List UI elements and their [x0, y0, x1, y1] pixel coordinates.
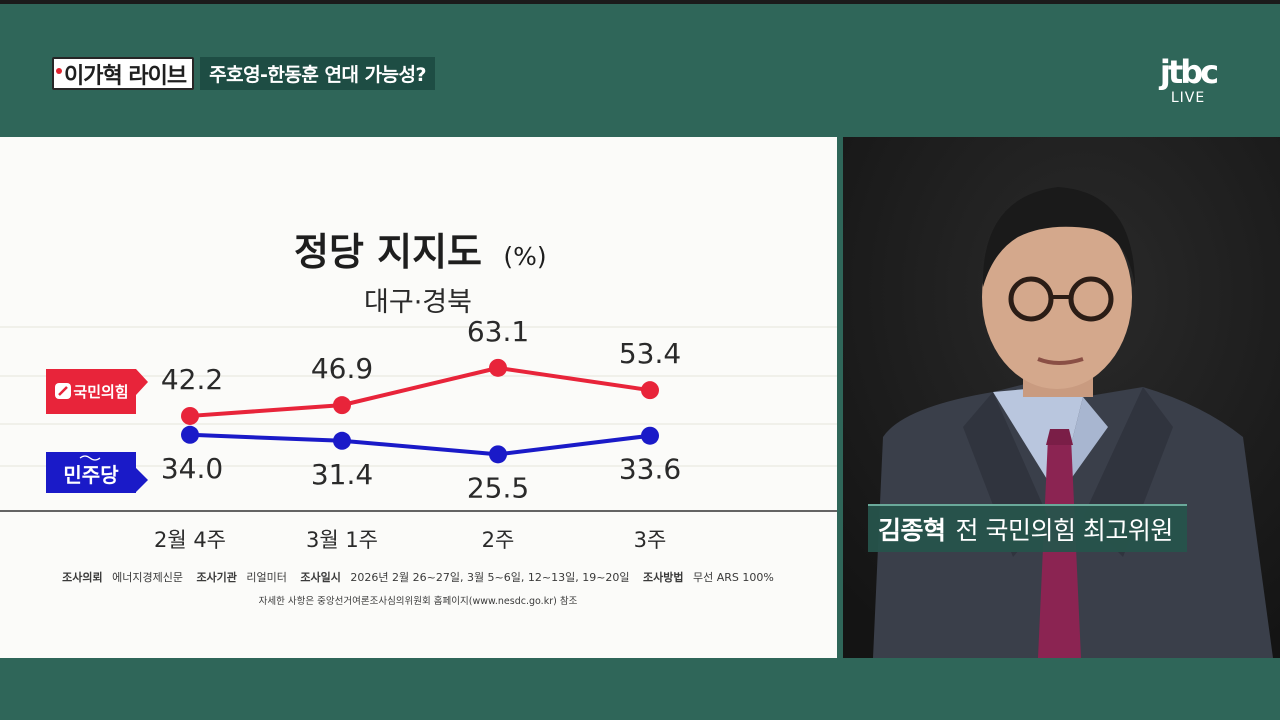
chart-title-unit: (%)	[503, 242, 546, 271]
x-tick-label-1: 3월 1주	[306, 528, 378, 552]
legend-ppp-label: 국민의힘	[73, 383, 128, 401]
topic-label: 주호영-한동훈 연대 가능성?	[200, 57, 436, 90]
top-edge-bar	[0, 0, 1280, 4]
chart-title: 정당 지지도	[294, 230, 482, 274]
program-logo: 이가혁 라이브	[52, 57, 195, 90]
data-point-0-2	[489, 358, 507, 377]
data-label-0-2: 63.1	[467, 315, 529, 348]
series-line-1	[189, 432, 651, 457]
guest-name: 김종혁	[878, 516, 946, 545]
legend-badge-dpk: 민주당	[46, 452, 148, 493]
data-label-1-3: 33.6	[619, 453, 681, 486]
data-point-1-1	[333, 431, 351, 450]
data-point-1-0	[181, 425, 199, 444]
data-point-1-2	[489, 445, 507, 464]
live-dot-icon	[56, 68, 62, 74]
survey-reference-note: 자세한 사항은 중앙선거여론조사심의위원회 홈페이지(www.nesdc.go.…	[259, 595, 578, 607]
data-label-1-2: 25.5	[467, 471, 529, 504]
data-point-0-3	[641, 381, 659, 400]
dpk-logo-icon	[79, 455, 101, 461]
survey-method-value: 무선 ARS 100%	[693, 571, 774, 584]
survey-method-label: 조사방법	[643, 570, 683, 584]
guest-name-caption: 김종혁 전 국민의힘 최고위원	[868, 504, 1187, 552]
data-point-1-3	[641, 426, 659, 445]
data-label-0-3: 53.4	[619, 337, 681, 370]
guest-portrait-image	[843, 137, 1280, 658]
poll-chart: 정당 지지도 (%) 대구·경북 국민의힘 민주당 42.2 46.9 63.1 53…	[0, 230, 837, 607]
legend-badge-ppp: 국민의힘	[46, 369, 148, 414]
data-label-0-0: 42.2	[161, 363, 223, 396]
chart-subtitle: 대구·경북	[364, 287, 472, 318]
chart-data-labels: 42.2 46.9 63.1 53.4 34.0 31.4 25.5 33.6	[161, 315, 681, 504]
survey-requester-label: 조사의뢰	[62, 570, 102, 584]
chart-board: 정당 지지도 (%) 대구·경북 국민의힘 민주당 42.2 46.9 63.1 53…	[0, 137, 837, 658]
guest-title: 전 국민의힘 최고위원	[955, 516, 1174, 545]
data-point-0-1	[333, 396, 351, 415]
jtbc-logo-icon: jtbc	[1159, 53, 1219, 91]
guest-video-panel	[843, 137, 1280, 658]
survey-agency-label: 조사기관	[196, 570, 236, 584]
ppp-logo-icon	[55, 383, 71, 399]
survey-date-value: 2026년 2월 26~27일, 3월 5~6일, 12~13일, 19~20일	[350, 570, 629, 584]
x-tick-label-3: 3주	[634, 528, 667, 552]
x-tick-label-2: 2주	[482, 528, 515, 552]
data-label-1-1: 31.4	[311, 458, 373, 491]
program-name: 이가혁 라이브	[64, 63, 187, 89]
survey-agency-value: 리얼미터	[246, 570, 286, 584]
survey-requester-value: 에너지경제신문	[112, 571, 183, 584]
survey-info-line: 조사의뢰 에너지경제신문 조사기관 리얼미터 조사일시 2026년 2월 26~…	[62, 570, 774, 584]
data-label-0-1: 46.9	[311, 352, 373, 385]
chart-series	[181, 358, 659, 464]
series-line-0	[189, 365, 651, 418]
live-label: LIVE	[1170, 90, 1206, 106]
x-tick-label-0: 2월 4주	[154, 528, 226, 552]
program-banner: 이가혁 라이브 주호영-한동훈 연대 가능성?	[52, 57, 436, 90]
survey-date-label: 조사일시	[300, 570, 340, 584]
x-axis-ticks: 2월 4주 3월 1주 2주 3주	[154, 528, 666, 552]
legend-dpk-label: 민주당	[63, 463, 119, 487]
data-label-1-0: 34.0	[161, 452, 223, 485]
broadcaster-logo: jtbc LIVE	[1148, 54, 1228, 106]
data-point-0-0	[181, 406, 199, 425]
